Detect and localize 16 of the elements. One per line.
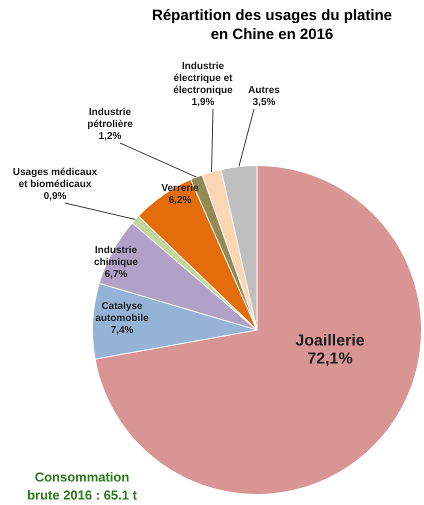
data-label: 6,7% (104, 268, 128, 280)
slice-label: Autres (248, 84, 280, 96)
slice-label: Usages médicaux et biomédicaux (12, 166, 98, 190)
data-label: 1,9% (192, 96, 215, 108)
slice-label: Joaillerie (295, 332, 365, 350)
data-label: 6,2% (168, 194, 192, 206)
data-label: 0,9% (44, 190, 67, 202)
slice-label: Industrie pétrolière (87, 106, 134, 130)
data-label: 1,2% (98, 130, 122, 142)
data-label: 7,4% (110, 324, 134, 336)
chart-title: Répartition des usages du platine en Chine en 2016 (152, 7, 392, 44)
slice-label: Catalyse automobile (95, 300, 150, 324)
data-label: 72,1% (307, 350, 353, 368)
data-label: 3,5% (252, 96, 276, 108)
slice-label: Industrie électrique et électronique (173, 60, 234, 96)
text: Consommation brute 2016 : 65.1 t (27, 470, 138, 503)
